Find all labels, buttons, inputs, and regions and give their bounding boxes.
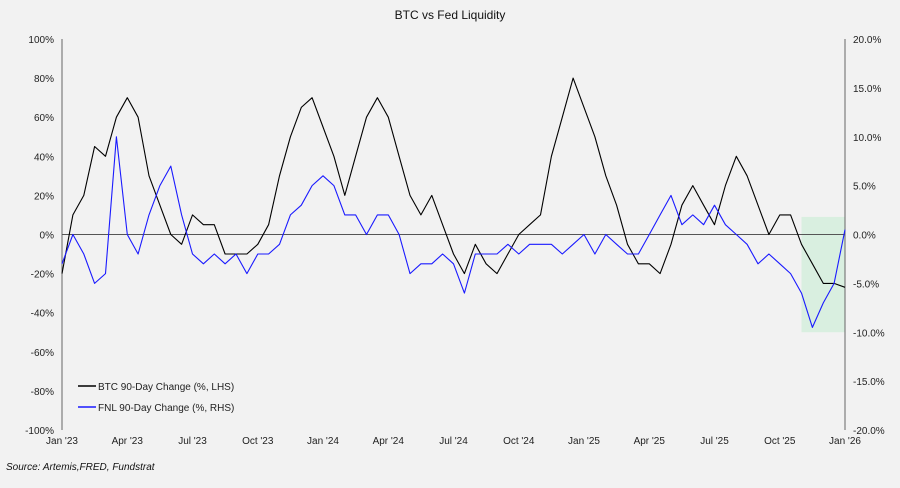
- chart-title: BTC vs Fed Liquidity: [394, 8, 506, 22]
- left-tick-label: -80%: [31, 387, 54, 398]
- x-tick-label: Oct '23: [242, 436, 274, 447]
- right-tick-label: -5.0%: [853, 279, 879, 290]
- right-tick-label: 20.0%: [853, 35, 881, 46]
- x-tick-label: Jan '23: [46, 436, 78, 447]
- right-tick-label: -10.0%: [853, 328, 885, 339]
- x-tick-label: Jan '25: [568, 436, 600, 447]
- left-tick-label: -40%: [31, 309, 54, 320]
- left-tick-label: 80%: [34, 74, 54, 85]
- right-tick-label: 5.0%: [853, 182, 876, 193]
- left-tick-label: 0%: [40, 231, 55, 242]
- right-tick-label: 15.0%: [853, 84, 881, 95]
- left-tick-label: 60%: [34, 113, 54, 124]
- x-tick-label: Oct '25: [764, 436, 796, 447]
- x-tick-label: Oct '24: [503, 436, 535, 447]
- series-line-btc: [61, 77, 846, 288]
- left-tick-label: -20%: [31, 270, 54, 281]
- left-tick-label: 40%: [34, 152, 54, 163]
- left-tick-label: 100%: [28, 35, 54, 46]
- x-tick-label: Apr '25: [634, 436, 666, 447]
- x-tick-label: Jul '25: [700, 436, 729, 447]
- source-note: Source: Artemis,FRED, Fundstrat: [6, 462, 155, 473]
- left-tick-label: -60%: [31, 348, 54, 359]
- x-tick-label: Apr '23: [112, 436, 144, 447]
- highlight-region: [801, 216, 845, 333]
- x-tick-label: Jan '24: [307, 436, 339, 447]
- x-tick-label: Jan '26: [829, 436, 861, 447]
- x-tick-label: Apr '24: [373, 436, 405, 447]
- legend-label: BTC 90-Day Change (%, LHS): [98, 382, 234, 393]
- left-tick-label: -100%: [25, 426, 54, 437]
- x-tick-label: Jul '24: [439, 436, 468, 447]
- right-tick-label: -15.0%: [853, 377, 885, 388]
- series-line-fnl: [61, 136, 846, 328]
- right-tick-label: 10.0%: [853, 133, 881, 144]
- right-tick-label: 0.0%: [853, 231, 876, 242]
- right-tick-label: -20.0%: [853, 426, 885, 437]
- left-tick-label: 20%: [34, 191, 54, 202]
- legend-label: FNL 90-Day Change (%, RHS): [98, 403, 234, 414]
- x-tick-label: Jul '23: [178, 436, 207, 447]
